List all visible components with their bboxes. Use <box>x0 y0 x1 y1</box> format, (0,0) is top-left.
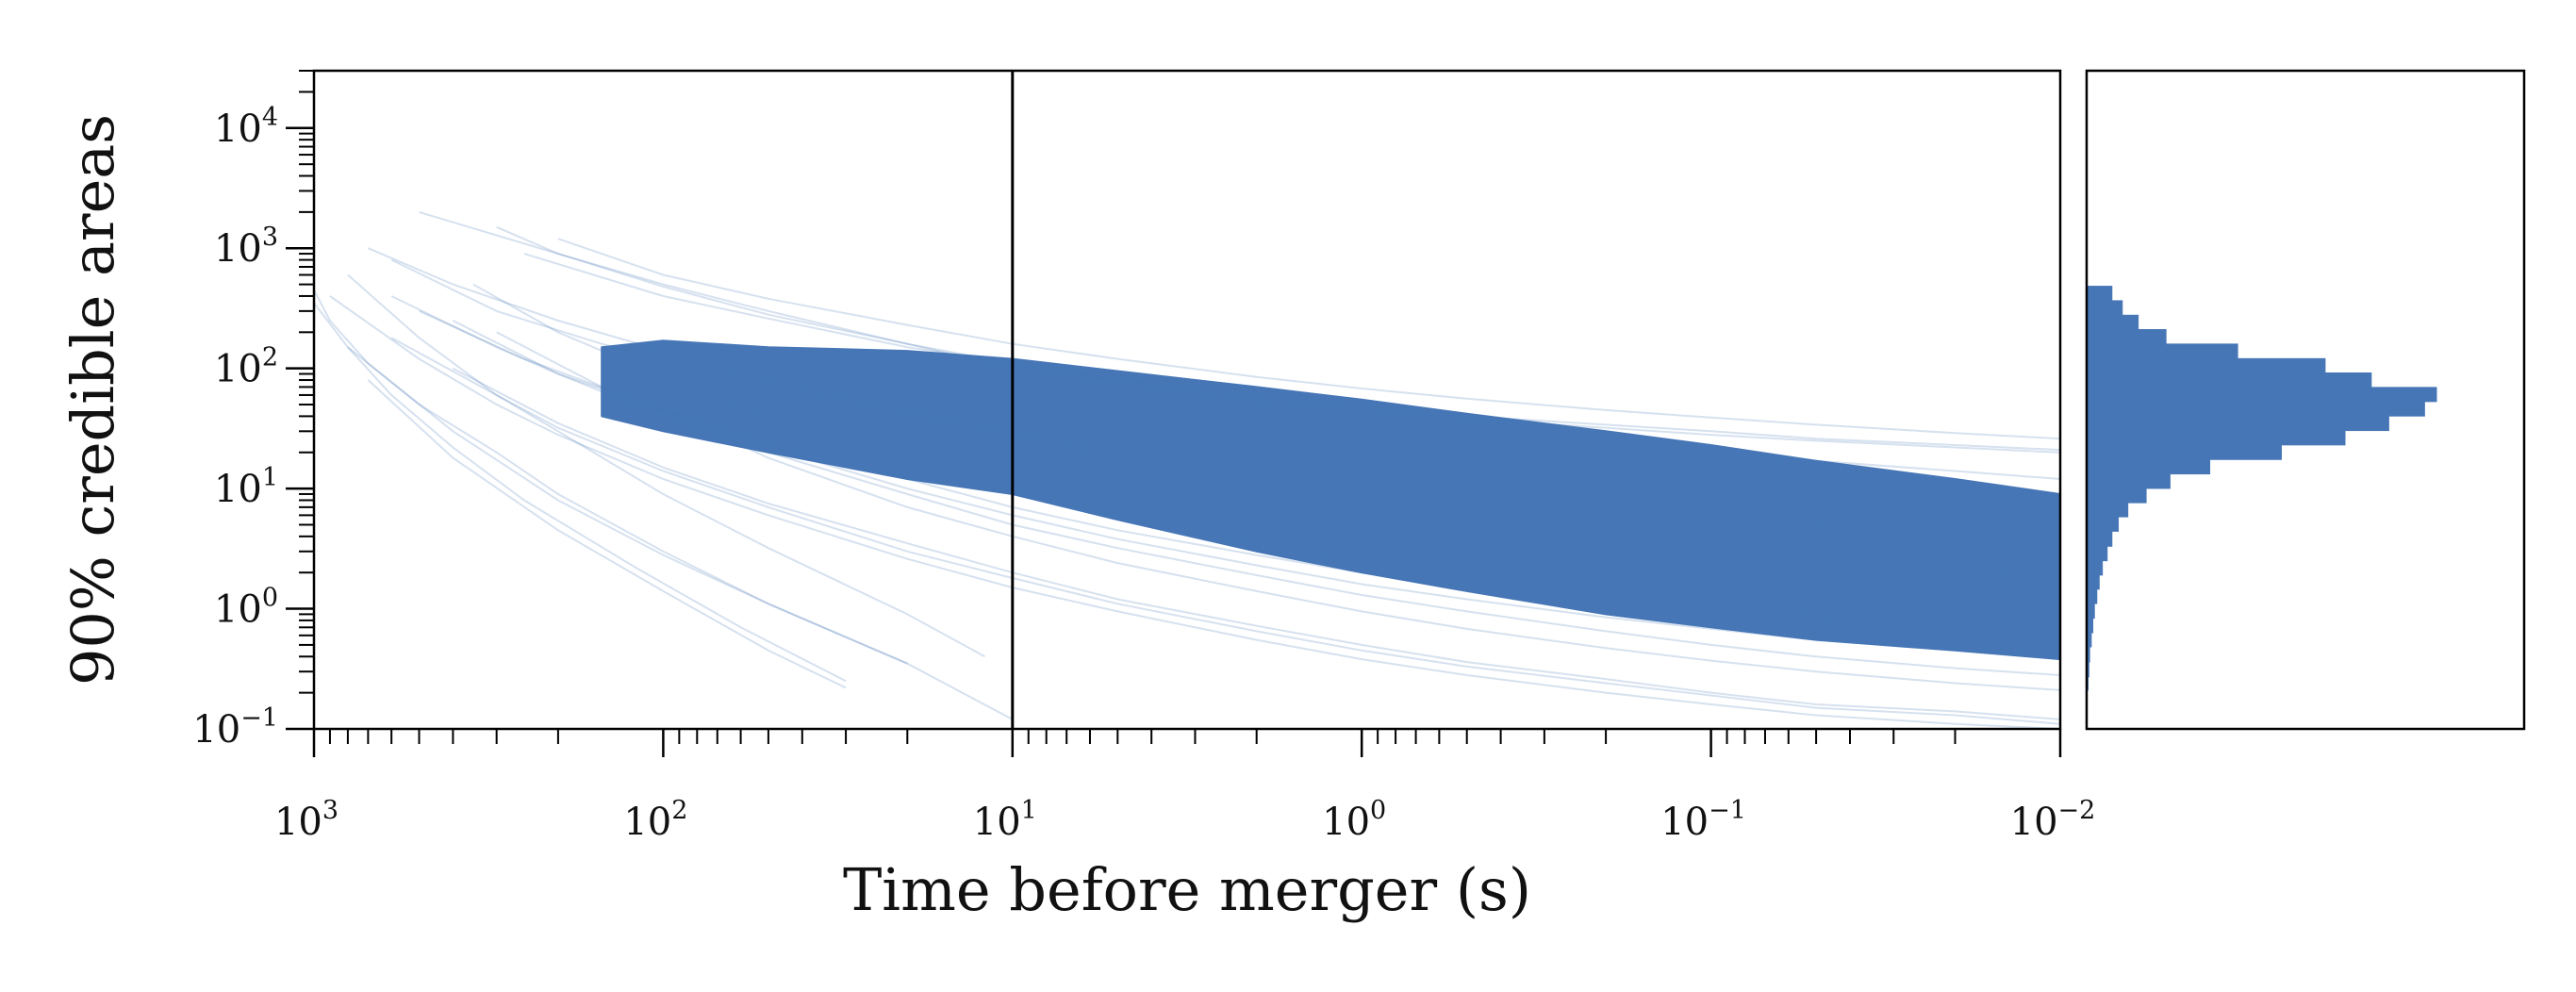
x-tick-label: 100 <box>1322 796 1386 844</box>
credible-area-band-fill <box>601 339 2060 661</box>
credible-area-curve <box>314 301 847 683</box>
y-tick-label: 104 <box>214 103 278 151</box>
histogram-bar <box>2087 473 2171 489</box>
y-tick-label: 100 <box>214 584 278 632</box>
histogram-bar <box>2087 343 2238 359</box>
histogram-bar <box>2087 516 2120 532</box>
histogram-bar <box>2087 387 2437 403</box>
histogram-bar <box>2087 401 2425 417</box>
credible-area-curve <box>329 295 2060 729</box>
plot-area <box>314 210 2060 729</box>
histogram-bar <box>2087 488 2147 504</box>
main-plot: 103 102 101 100 10−1 10−2 10−1 100 101 102 103 104… <box>58 69 2095 924</box>
credible-area-curve <box>419 210 2060 480</box>
histogram-bar <box>2087 357 2326 373</box>
x-tick-label: 101 <box>973 796 1037 844</box>
credible-area-curve <box>523 253 2060 452</box>
histogram-bar <box>2087 560 2104 576</box>
y-axis-ticks <box>286 70 314 731</box>
credible-area-curves <box>314 210 2060 729</box>
histogram-bar <box>2087 416 2389 432</box>
histogram-bar <box>2087 286 2113 302</box>
credible-area-curve <box>452 367 2060 720</box>
histogram-bar <box>2087 372 2372 388</box>
histogram-bar <box>2087 574 2100 590</box>
credible-area-curve <box>419 309 2060 658</box>
y-axis-tick-labels: 10−1 100 101 102 103 104 <box>192 103 278 752</box>
y-axis-title: 90% credible areas <box>58 114 127 686</box>
credible-area-curve <box>368 247 2060 579</box>
y-tick-label: 102 <box>214 343 278 391</box>
histogram-bar <box>2087 430 2346 446</box>
histogram-frame <box>2085 69 2526 731</box>
credible-area-curve <box>496 331 2060 691</box>
credible-area-curve <box>390 337 2060 725</box>
histogram-bar <box>2087 531 2113 547</box>
credible-area-curve <box>452 320 2060 676</box>
histogram-bar <box>2087 503 2129 518</box>
x-tick-label: 10−1 <box>1660 796 1746 844</box>
x-axis-ticks <box>312 729 2062 757</box>
histogram-bar <box>2087 603 2095 620</box>
credible-area-curve <box>496 225 2060 454</box>
credible-area-curve <box>472 283 2060 632</box>
y-tick-label: 101 <box>214 463 278 511</box>
credible-area-curve <box>314 288 908 665</box>
y-tick-label: 10−1 <box>192 703 278 752</box>
credible-area-curve <box>367 379 847 689</box>
histogram-bar <box>2087 459 2211 475</box>
credible-area-curve <box>347 273 985 658</box>
histogram-plot <box>2085 69 2526 731</box>
credible-area-curve <box>557 238 2060 440</box>
credible-area-band <box>601 339 2060 661</box>
histogram-bar <box>2087 300 2123 316</box>
x-tick-label: 10−2 <box>2010 796 2096 844</box>
y-tick-label: 103 <box>214 223 278 271</box>
histogram-bar <box>2087 314 2139 330</box>
credible-area-curve <box>347 346 1014 720</box>
x-axis-tick-labels: 103 102 101 100 10−1 10−2 <box>274 796 2095 844</box>
credible-area-curve <box>390 258 2060 542</box>
x-axis-title: Time before merger (s) <box>843 855 1531 924</box>
histogram-bar <box>2087 588 2098 604</box>
credible-area-curve <box>390 295 2060 644</box>
x-tick-label: 102 <box>623 796 687 844</box>
main-plot-frame <box>312 69 2062 731</box>
histogram-bar <box>2087 444 2282 460</box>
histogram-bar <box>2087 546 2108 562</box>
histogram-bars <box>2087 286 2437 691</box>
x-tick-label: 103 <box>274 796 339 844</box>
histogram-bar <box>2087 329 2167 344</box>
